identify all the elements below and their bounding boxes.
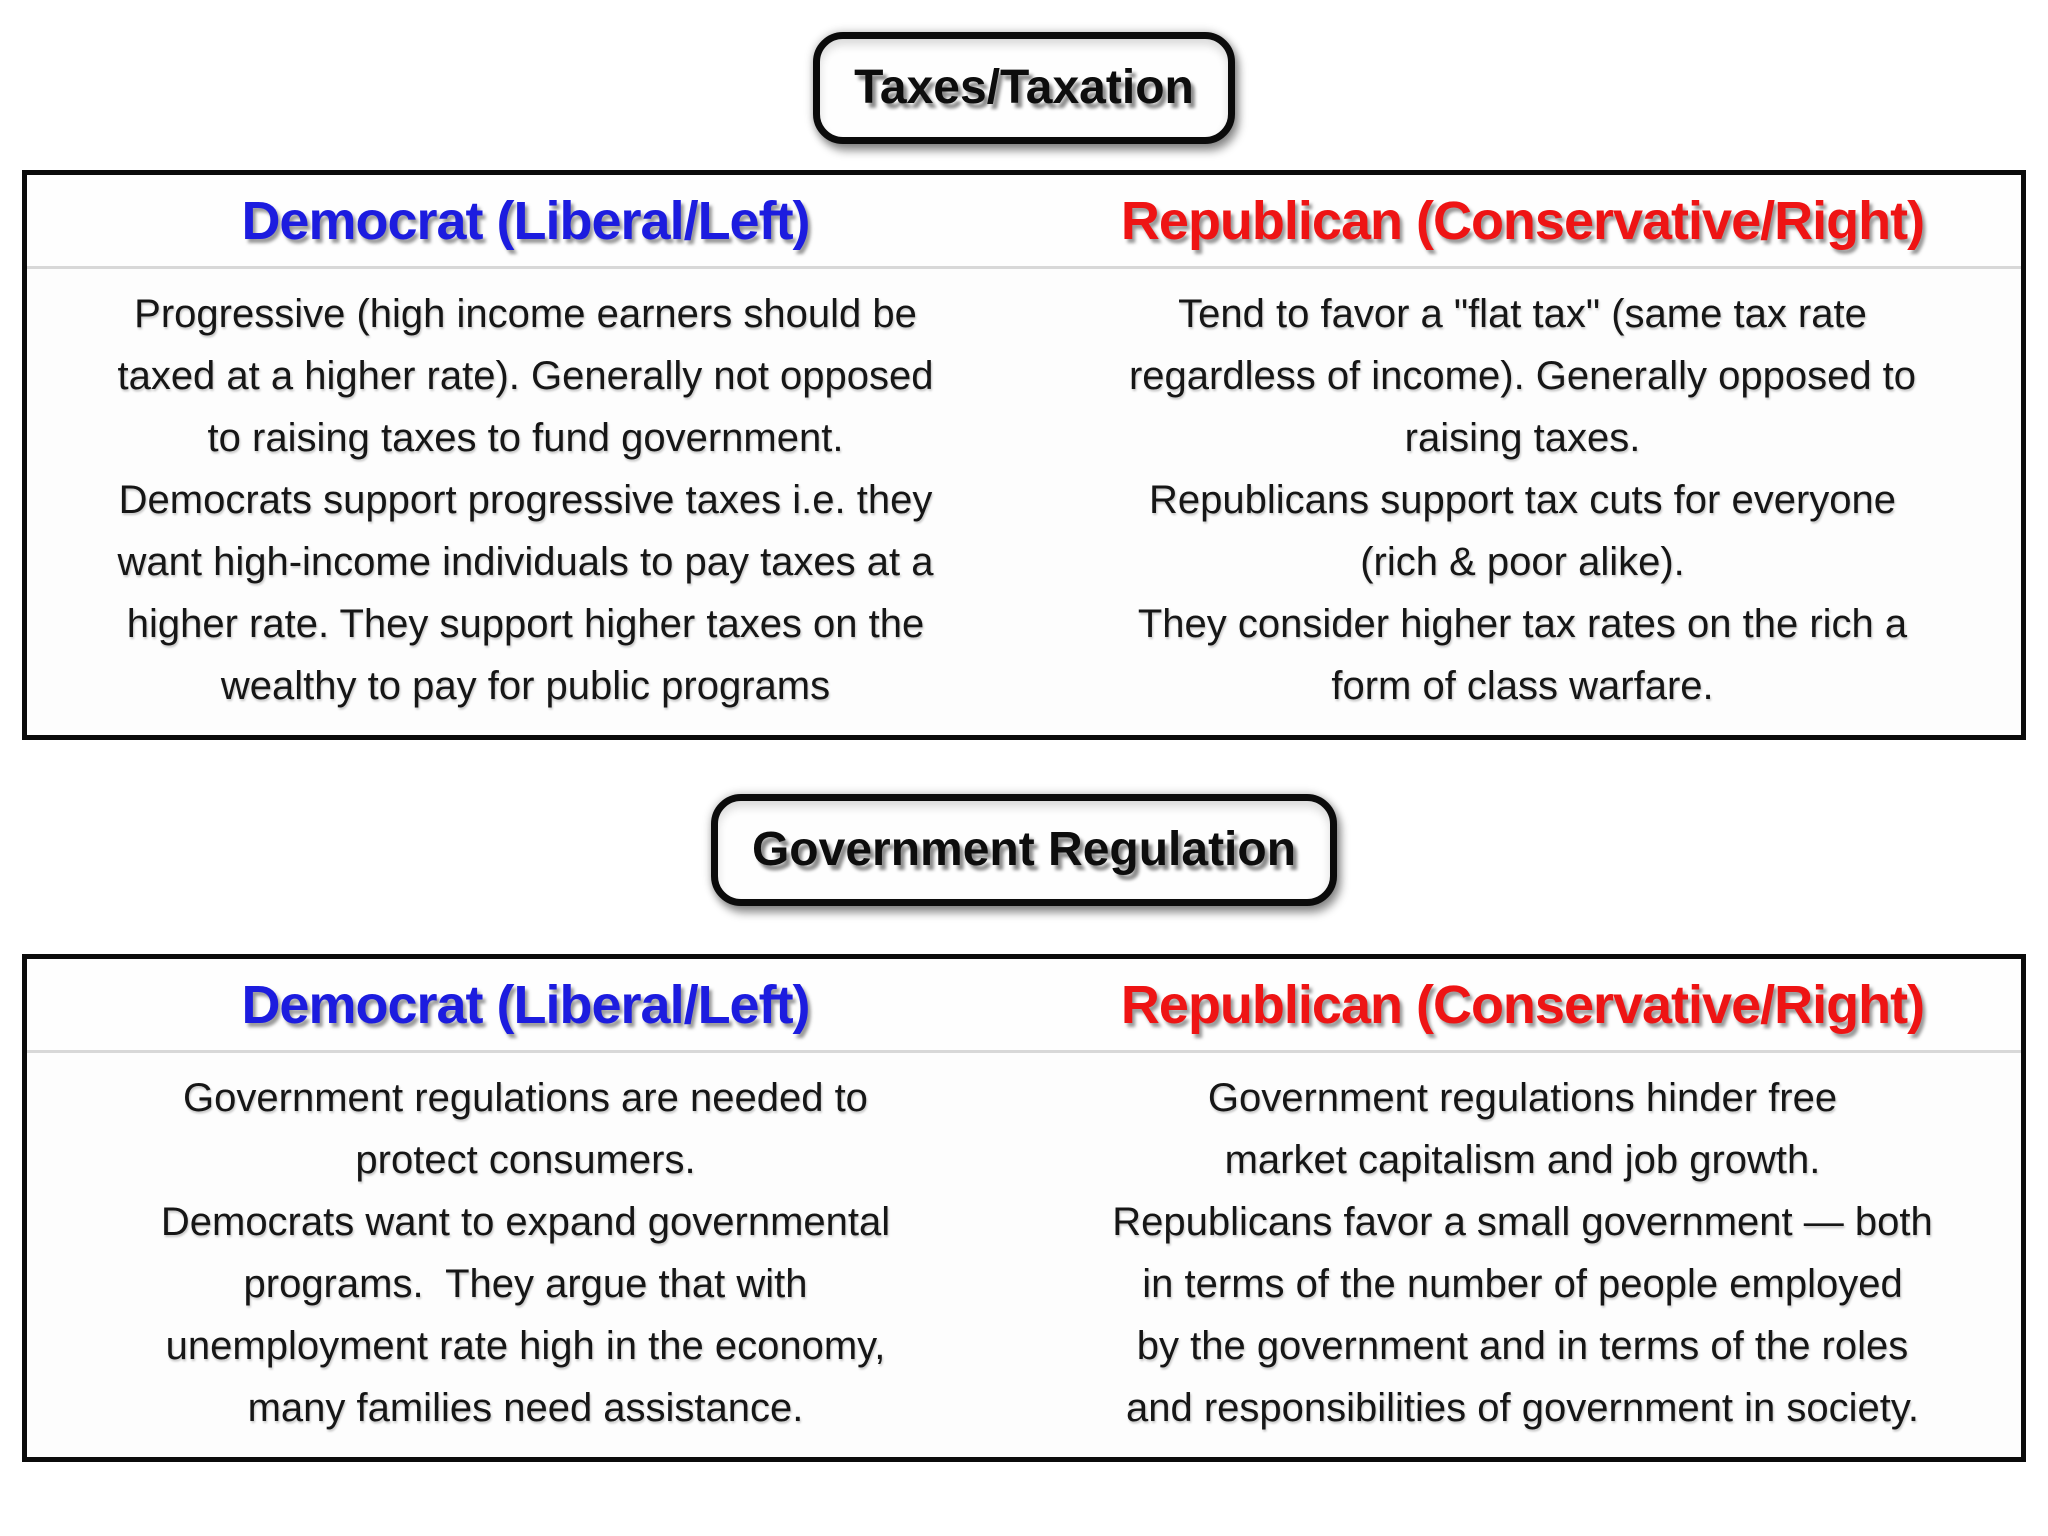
- taxes-democrat-column-header: Democrat (Liberal/Left): [241, 191, 810, 252]
- regulation-republican-position-text: Government regulations hinder free marke…: [1112, 1076, 1933, 1431]
- taxes-republican-column-header: Republican (Conservative/Right): [1120, 191, 1925, 252]
- section-regulation-title-wrap: Government Regulation: [0, 740, 2048, 907]
- regulation-table-body-row: Government regulations are needed to pro…: [27, 1053, 2021, 1457]
- regulation-democrat-column-header: Democrat (Liberal/Left): [241, 975, 810, 1036]
- regulation-republican-column-header: Republican (Conservative/Right): [1120, 975, 1925, 1036]
- taxes-democrat-position-text: Progressive (high income earners should …: [117, 292, 934, 709]
- taxes-comparison-table: Democrat (Liberal/Left) Republican (Cons…: [22, 170, 2026, 741]
- taxes-republican-position-text: Tend to favor a "flat tax" (same tax rat…: [1128, 292, 1917, 709]
- regulation-table-header-row: Democrat (Liberal/Left) Republican (Cons…: [27, 959, 2021, 1054]
- section-title-box-taxes: Taxes/Taxation: [813, 32, 1235, 145]
- section-title-box-government-regulation: Government Regulation: [710, 794, 1338, 907]
- taxes-table-body-row: Progressive (high income earners should …: [27, 269, 2021, 735]
- taxes-table-header-row: Democrat (Liberal/Left) Republican (Cons…: [27, 175, 2021, 270]
- regulation-comparison-table: Democrat (Liberal/Left) Republican (Cons…: [22, 954, 2026, 1463]
- section-taxes-title-wrap: Taxes/Taxation: [0, 0, 2048, 145]
- regulation-democrat-position-text: Government regulations are needed to pro…: [160, 1076, 891, 1431]
